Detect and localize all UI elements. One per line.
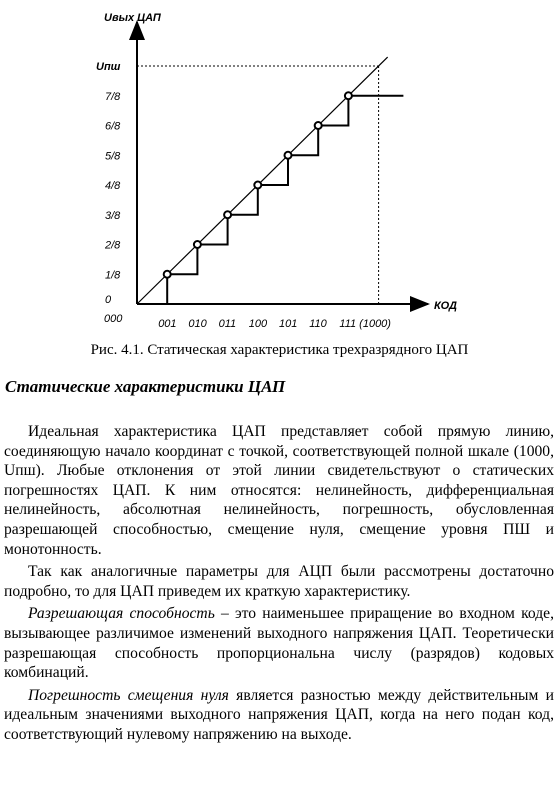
data-point xyxy=(192,240,202,249)
origin-label: 000 xyxy=(104,313,123,325)
y-tick-label: 6/8 xyxy=(105,121,121,133)
y-tick-label: Uпш xyxy=(96,61,121,73)
y-tick-label: 2/8 xyxy=(104,240,121,252)
data-point xyxy=(223,210,233,220)
y-tick-label: 7/8 xyxy=(105,91,121,103)
y-tick-label: 1/8 xyxy=(105,269,121,281)
data-point xyxy=(343,91,353,101)
x-axis-label: КОД xyxy=(434,300,457,312)
paragraph-2: Так как аналогичные параметры для АЦП бы… xyxy=(4,563,554,600)
x-tick-label: 011 xyxy=(219,318,237,330)
data-point xyxy=(253,180,263,190)
figure-caption: Рис. 4.1. Статическая характеристика тре… xyxy=(90,342,469,358)
paragraph-4-text: является разностью между действительным … xyxy=(4,686,554,743)
paragraph-4: Погрешность смещения нуля является разно… xyxy=(4,686,554,745)
y-tick-label: 5/8 xyxy=(105,150,121,162)
paragraph-3: Разрешающая способность – это наименьшее… xyxy=(4,604,554,682)
dac-characteristic-figure: Uвых ЦАП КОД 000 0 1/8 2/8 3/8 4/8 5/8 6/8 7/8 U… xyxy=(0,0,559,340)
x-tick-label: 111 (1000) xyxy=(339,318,391,330)
paragraph-3-text: – это наименьшее приращение во входном к… xyxy=(4,605,554,682)
y-axis-label: Uвых ЦАП xyxy=(104,12,162,24)
x-tick-label: 101 xyxy=(279,318,297,330)
data-point xyxy=(283,150,293,160)
x-tick-label: 100 xyxy=(249,318,268,330)
body-text: Идеальная характеристика ЦАП представляе… xyxy=(4,422,554,748)
data-point xyxy=(313,121,323,130)
data-point xyxy=(162,269,172,279)
y-tick-label: 0 xyxy=(105,294,112,306)
x-tick-label: 010 xyxy=(188,318,207,330)
dac-staircase-series xyxy=(166,94,404,304)
y-tick-label: 4/8 xyxy=(105,180,121,192)
term-resolution: Разрешающая способность xyxy=(28,605,215,623)
dac-step-chart: Uвых ЦАП КОД 000 0 1/8 2/8 3/8 4/8 5/8 6/8 7/8 U… xyxy=(96,12,457,330)
y-tick-label: 3/8 xyxy=(105,210,121,222)
section-title: Статические характеристики ЦАП xyxy=(5,377,286,396)
x-tick-label: 001 xyxy=(158,318,176,330)
x-tick-label: 110 xyxy=(309,318,327,330)
term-zero-offset: Погрешность смещения нуля xyxy=(28,686,229,704)
paragraph-1: Идеальная характеристика ЦАП представляе… xyxy=(4,423,554,558)
